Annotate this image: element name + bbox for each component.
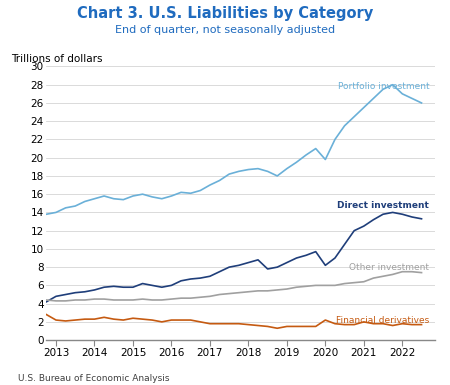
Text: End of quarter, not seasonally adjusted: End of quarter, not seasonally adjusted [115, 25, 335, 35]
Text: Trillions of dollars: Trillions of dollars [11, 54, 103, 64]
Text: Direct investment: Direct investment [338, 201, 429, 209]
Text: Chart 3. U.S. Liabilities by Category: Chart 3. U.S. Liabilities by Category [77, 6, 373, 21]
Text: Financial derivatives: Financial derivatives [336, 316, 429, 325]
Text: Portfolio investment: Portfolio investment [338, 82, 429, 91]
Text: U.S. Bureau of Economic Analysis: U.S. Bureau of Economic Analysis [18, 374, 170, 383]
Text: Other investment: Other investment [349, 263, 429, 272]
